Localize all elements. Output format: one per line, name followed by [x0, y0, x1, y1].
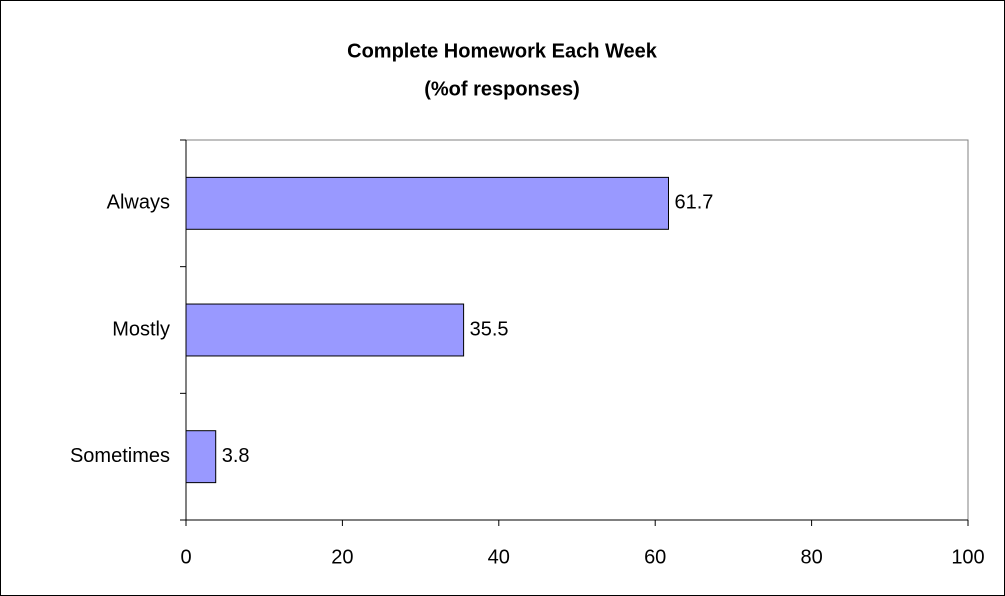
x-tick-label: 80 [800, 546, 822, 568]
y-tick-label: Always [107, 192, 170, 214]
chart-subtitle: (%of responses) [424, 78, 580, 100]
x-tick-label: 0 [180, 546, 191, 568]
x-tick-label: 20 [331, 546, 353, 568]
data-label: 61.7 [674, 192, 713, 214]
data-label: 35.5 [470, 318, 509, 340]
y-tick-label: Sometimes [70, 445, 170, 467]
chart-title: Complete Homework Each Week [347, 40, 658, 62]
bar [185, 303, 465, 357]
bar [185, 176, 669, 230]
data-label: 3.8 [222, 445, 250, 467]
x-tick-label: 60 [644, 546, 666, 568]
x-tick-label: 40 [488, 546, 510, 568]
bar [185, 430, 217, 484]
y-tick-label: Mostly [112, 318, 170, 340]
x-tick-label: 100 [951, 546, 984, 568]
